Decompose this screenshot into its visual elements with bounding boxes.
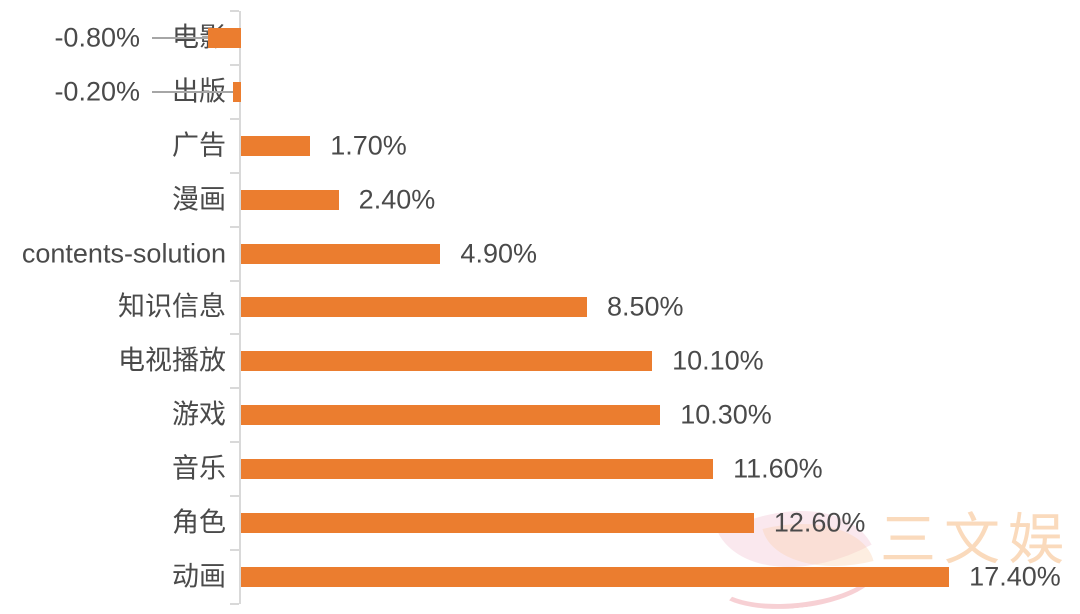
value-label: 10.30% bbox=[680, 399, 772, 430]
bar bbox=[241, 459, 714, 480]
axis-tick bbox=[230, 117, 239, 120]
axis-tick bbox=[230, 63, 239, 66]
axis-tick bbox=[230, 495, 239, 498]
value-label: 10.10% bbox=[672, 345, 764, 376]
value-label: 4.90% bbox=[460, 238, 537, 269]
axis-tick bbox=[230, 441, 239, 444]
bar bbox=[241, 243, 441, 264]
category-label: contents-solution bbox=[21, 238, 226, 269]
axis-tick bbox=[230, 602, 239, 605]
category-label: 广告 bbox=[172, 130, 226, 161]
value-label: 8.50% bbox=[606, 291, 684, 322]
bar bbox=[241, 297, 587, 318]
bar bbox=[241, 351, 653, 372]
axis-tick bbox=[230, 549, 239, 551]
category-label: 游戏 bbox=[172, 399, 226, 430]
bar bbox=[241, 135, 311, 156]
bar bbox=[241, 405, 661, 426]
bar bbox=[241, 189, 339, 210]
value-label: -0.20% bbox=[54, 76, 140, 107]
category-label: 角色 bbox=[172, 507, 226, 538]
category-label: 音乐 bbox=[172, 453, 226, 484]
value-label: 2.40% bbox=[358, 184, 436, 215]
value-label: 17.40% bbox=[969, 561, 1061, 592]
value-label: 11.60% bbox=[733, 453, 823, 484]
y-axis-line bbox=[239, 11, 241, 604]
value-label: 12.60% bbox=[773, 507, 866, 538]
bar bbox=[232, 81, 241, 102]
bar bbox=[241, 513, 754, 534]
category-label: 电视播放 bbox=[118, 345, 226, 376]
category-label: 知识信息 bbox=[118, 291, 226, 322]
value-label: -0.80% bbox=[54, 22, 140, 53]
category-label: 漫画 bbox=[172, 184, 226, 215]
axis-tick bbox=[230, 333, 239, 336]
axis-tick bbox=[230, 171, 239, 174]
bar bbox=[208, 27, 241, 48]
bar bbox=[241, 566, 950, 587]
watermark-text: 三文娱 bbox=[880, 508, 1072, 571]
category-label: 动画 bbox=[172, 561, 226, 592]
axis-tick bbox=[230, 387, 239, 390]
leader-line bbox=[152, 90, 233, 93]
axis-tick bbox=[230, 279, 239, 282]
axis-tick bbox=[230, 10, 239, 12]
value-label: 1.70% bbox=[330, 130, 407, 161]
leader-line bbox=[152, 36, 209, 39]
axis-tick bbox=[230, 225, 239, 228]
